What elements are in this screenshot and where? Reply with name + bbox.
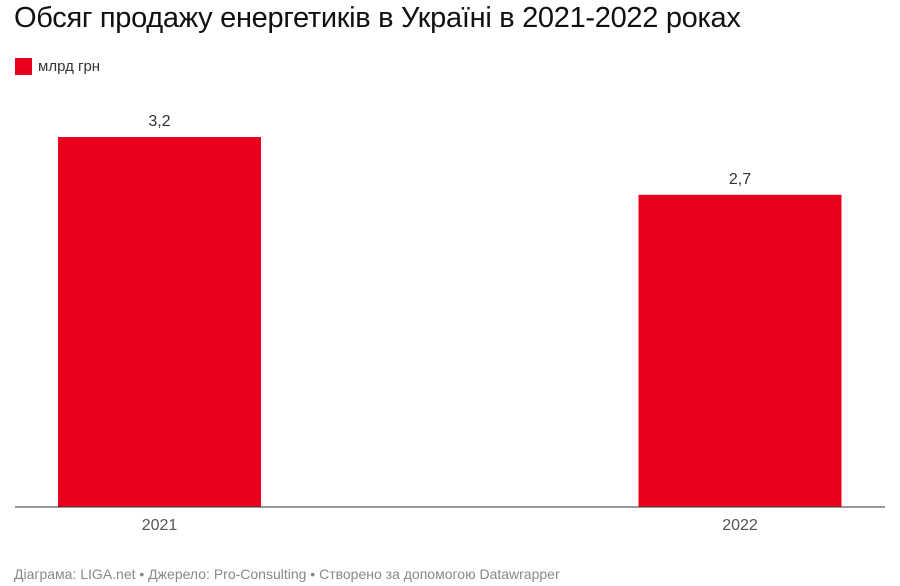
bar-2021 (58, 137, 261, 507)
legend-label: млрд грн (38, 58, 101, 75)
chart-title: Обсяг продажу енергетиків в Україні в 20… (14, 2, 741, 34)
x-tick-label: 2021 (142, 517, 178, 534)
legend: млрд грн (15, 58, 100, 75)
bar-value-label: 2,7 (729, 171, 751, 188)
chart-footer: Діаграма: LIGA.net • Джерело: Pro-Consul… (14, 566, 560, 582)
bar-2022 (638, 194, 842, 507)
bar-value-label: 3,2 (148, 113, 170, 130)
x-tick-label: 2022 (722, 517, 758, 534)
legend-swatch (15, 58, 32, 75)
